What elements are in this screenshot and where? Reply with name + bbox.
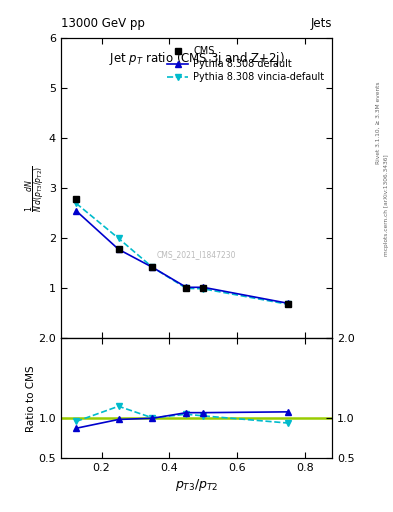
Text: 13000 GeV pp: 13000 GeV pp <box>61 17 145 30</box>
Y-axis label: $\frac{1}{N}\frac{dN}{d(p_{T3}/p_{T2})}$: $\frac{1}{N}\frac{dN}{d(p_{T3}/p_{T2})}$ <box>24 165 48 212</box>
Text: CMS_2021_I1847230: CMS_2021_I1847230 <box>157 250 236 259</box>
Legend: CMS, Pythia 8.308 default, Pythia 8.308 vincia-default: CMS, Pythia 8.308 default, Pythia 8.308 … <box>164 43 327 85</box>
Pythia 8.308 vincia-default <box>184 285 189 291</box>
Pythia 8.308 default <box>74 208 79 214</box>
Y-axis label: Ratio to CMS: Ratio to CMS <box>26 365 35 432</box>
Pythia 8.308 vincia-default <box>286 301 290 307</box>
Pythia 8.308 default <box>201 284 206 290</box>
Pythia 8.308 vincia-default <box>150 264 155 270</box>
Line: Pythia 8.308 default: Pythia 8.308 default <box>73 208 291 306</box>
Pythia 8.308 default <box>184 284 189 290</box>
Line: CMS: CMS <box>73 196 291 307</box>
CMS <box>116 246 121 252</box>
X-axis label: $p_{T3}/p_{T2}$: $p_{T3}/p_{T2}$ <box>175 477 218 493</box>
CMS <box>74 196 79 202</box>
Pythia 8.308 vincia-default <box>74 200 79 206</box>
Pythia 8.308 default <box>286 300 290 306</box>
CMS <box>201 285 206 291</box>
Text: mcplots.cern.ch [arXiv:1306.3436]: mcplots.cern.ch [arXiv:1306.3436] <box>384 154 389 255</box>
Pythia 8.308 vincia-default <box>201 286 206 292</box>
Pythia 8.308 default <box>150 264 155 270</box>
CMS <box>150 264 155 270</box>
CMS <box>286 301 290 307</box>
Pythia 8.308 default <box>116 246 121 252</box>
Text: Rivet 3.1.10, ≥ 3.3M events: Rivet 3.1.10, ≥ 3.3M events <box>376 81 380 164</box>
Pythia 8.308 vincia-default <box>116 235 121 241</box>
Text: Jets: Jets <box>310 17 332 30</box>
Text: Jet $p_T$ ratio (CMS 3j and Z+2j): Jet $p_T$ ratio (CMS 3j and Z+2j) <box>108 50 285 68</box>
CMS <box>184 285 189 291</box>
Line: Pythia 8.308 vincia-default: Pythia 8.308 vincia-default <box>73 200 291 307</box>
